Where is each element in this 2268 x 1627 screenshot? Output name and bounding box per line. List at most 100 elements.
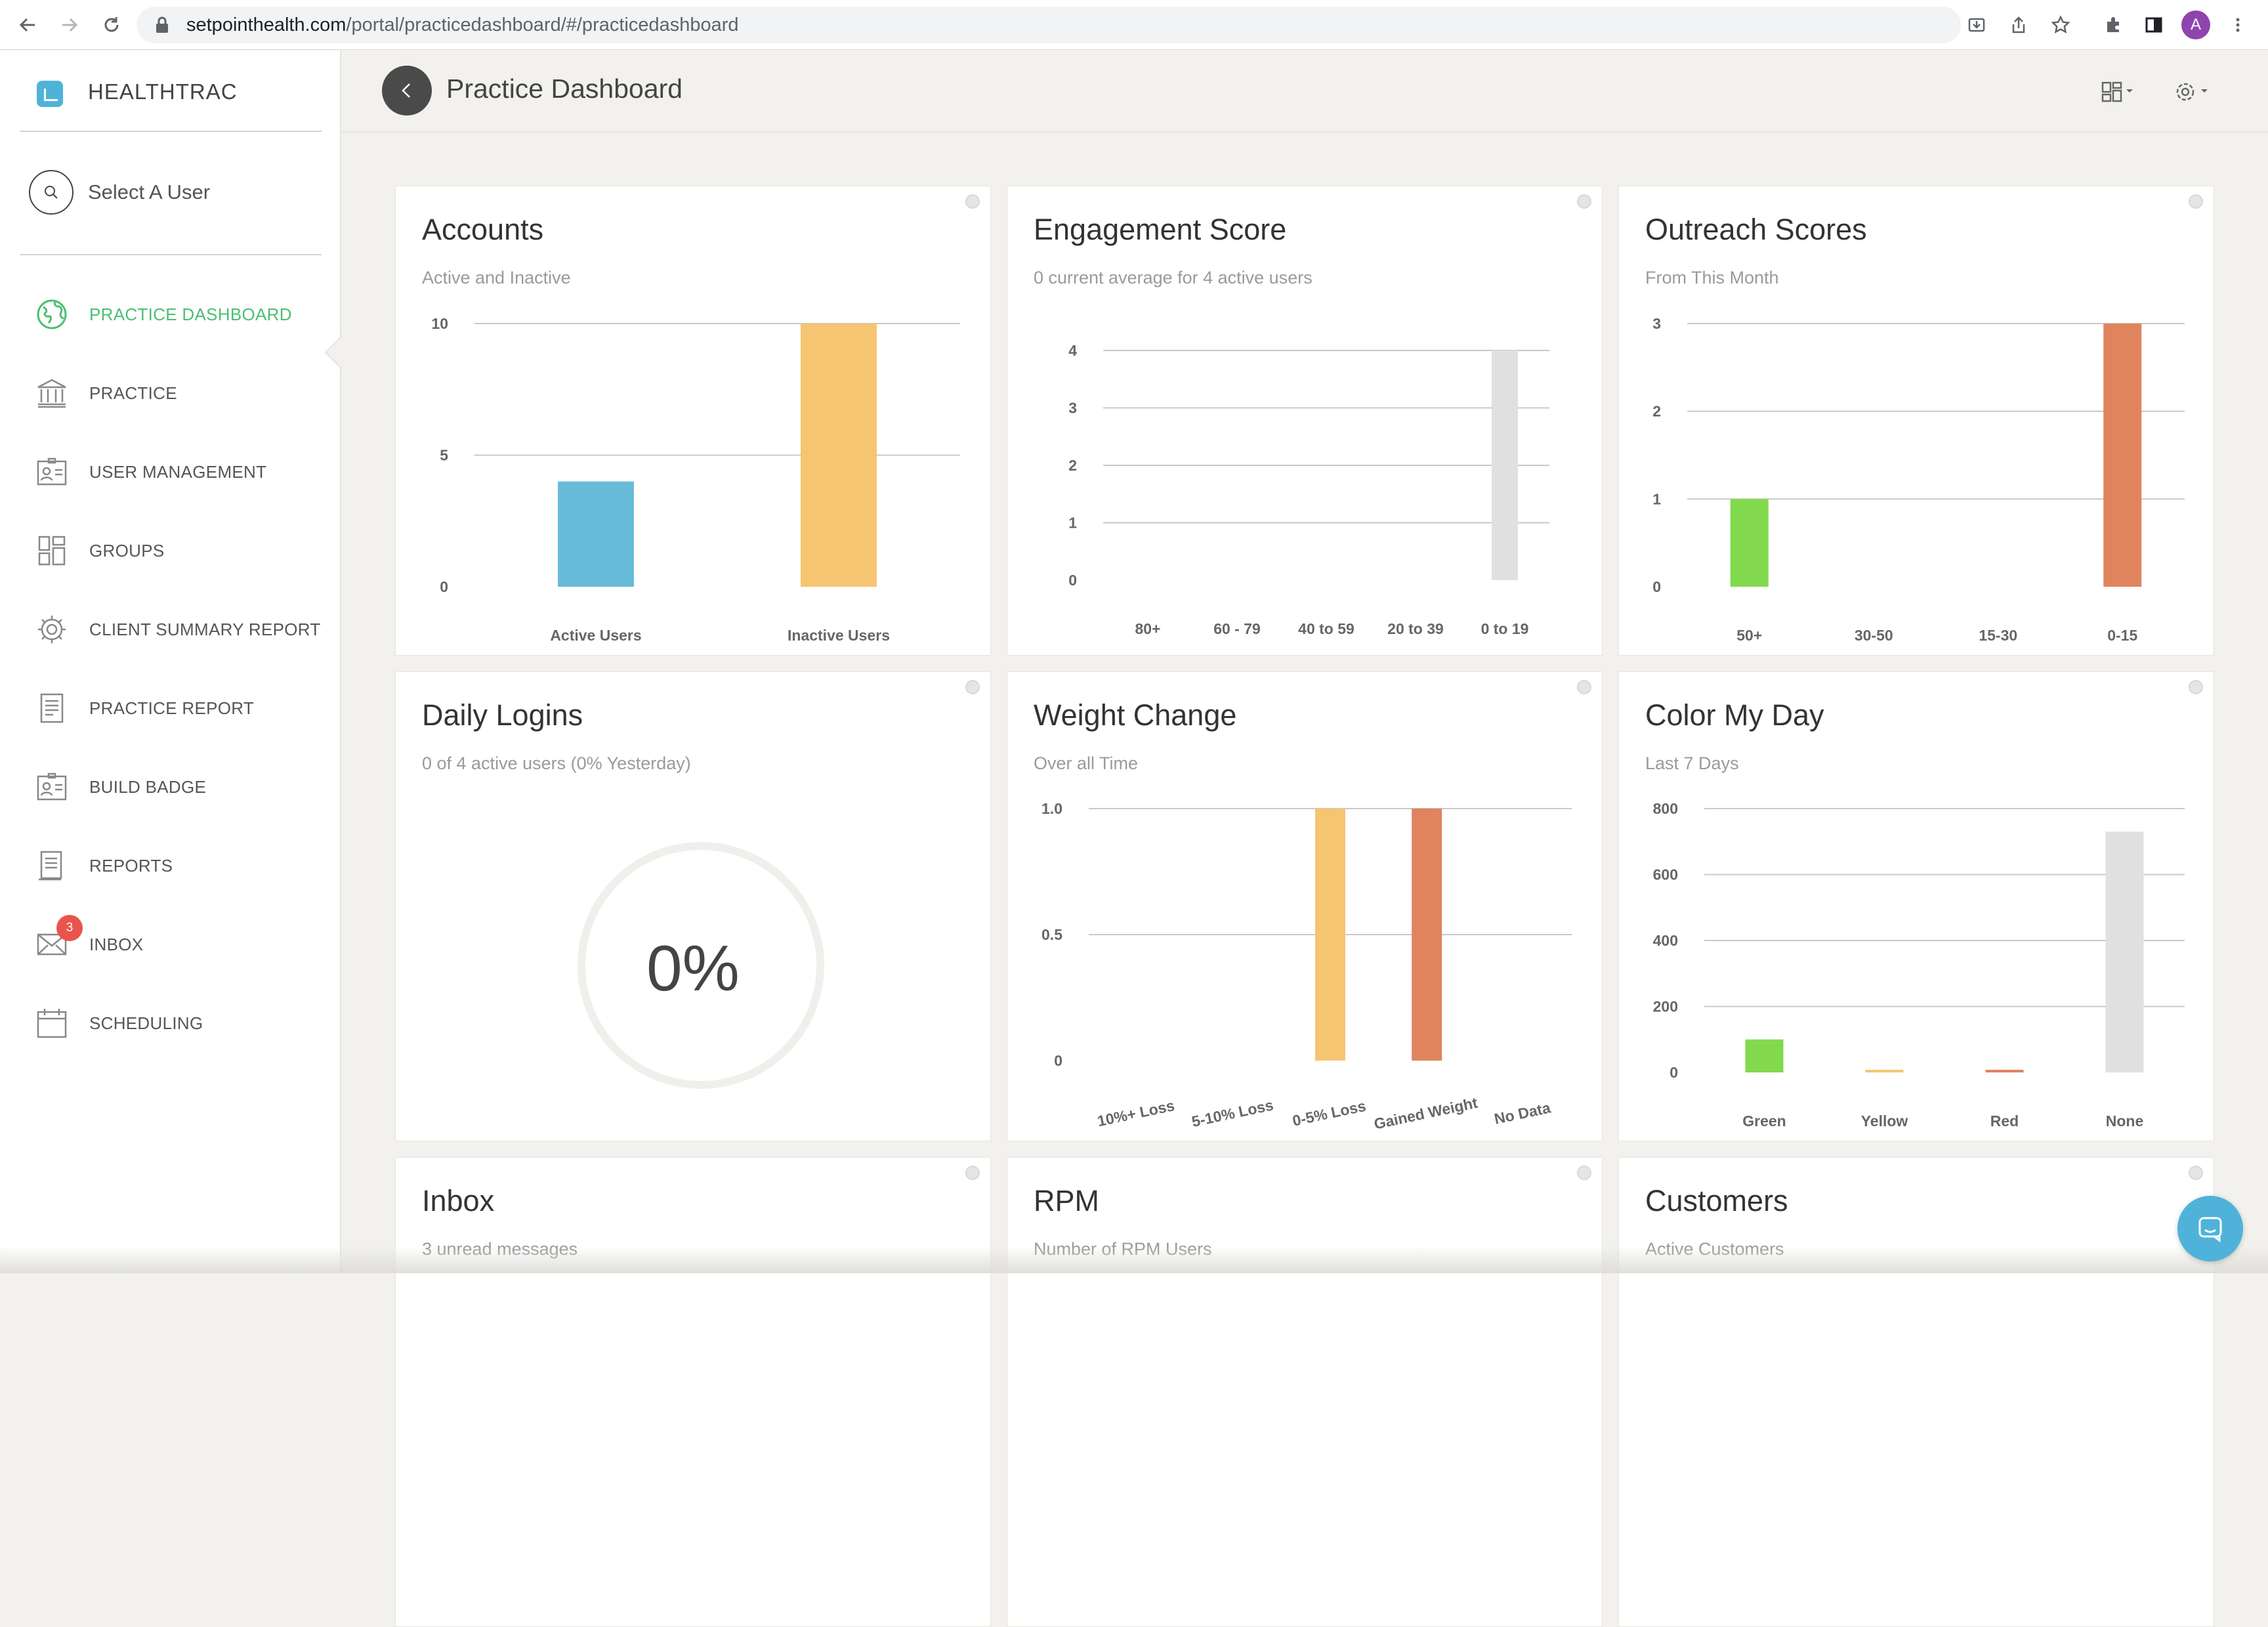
lock-icon[interactable] [155, 16, 169, 37]
sidepanel-icon[interactable] [2138, 9, 2170, 41]
sidebar-item-label: INBOX [89, 934, 144, 954]
settings-button[interactable] [2172, 76, 2214, 108]
card-subtitle: 0 current average for 4 active users [1034, 268, 1312, 287]
card-menu-dot[interactable] [2189, 194, 2203, 209]
x-category-label: 0-15 [2107, 627, 2137, 644]
address-bar[interactable]: setpointhealth.com/portal/practicedashbo… [136, 7, 1961, 43]
y-tick-label: 3 [1068, 400, 1077, 417]
sidebar-item-label: CLIENT SUMMARY REPORT [89, 619, 321, 639]
page-title: Practice Dashboard [446, 74, 683, 104]
sidebar-item-reports[interactable]: REPORTS [34, 846, 323, 885]
layout-button[interactable] [2100, 77, 2139, 106]
bar-green[interactable] [1745, 1039, 1784, 1072]
bar-50-[interactable] [1730, 499, 1769, 587]
y-tick-label: 1 [1652, 490, 1661, 507]
card-menu-dot[interactable] [965, 680, 980, 694]
sidebar: HEALTHTRAC Select A User PRACTICE DASHBO… [0, 51, 343, 1273]
y-tick-label: 10 [431, 315, 448, 332]
card-title: RPM [1034, 1184, 1099, 1217]
y-tick-label: 600 [1653, 866, 1678, 883]
active-pointer [324, 335, 343, 370]
brand-logo-icon [37, 81, 63, 107]
bar-0-15[interactable] [2103, 324, 2142, 587]
customers-card: Customers Active Customers [1618, 1157, 2214, 1627]
select-user-button[interactable]: Select A User [29, 167, 304, 217]
card-menu-dot[interactable] [1577, 194, 1591, 209]
browser-toolbar: setpointhealth.com/portal/practicedashbo… [0, 0, 2268, 50]
y-tick-label: 0 [1054, 1052, 1062, 1069]
y-tick-label: 0 [1670, 1064, 1678, 1081]
card-title: Weight Change [1034, 698, 1237, 732]
x-category-label: 50+ [1736, 627, 1762, 644]
bar-gained-weight[interactable] [1412, 809, 1442, 1061]
sidebar-item-client-summary-report[interactable]: CLIENT SUMMARY REPORT [34, 610, 323, 649]
back-button[interactable] [382, 66, 432, 116]
divider [20, 131, 322, 132]
bar-none[interactable] [2105, 832, 2144, 1072]
badge-icon [34, 769, 70, 805]
bar-inactive-users[interactable] [801, 324, 877, 587]
card-subtitle: Last 7 Days [1645, 753, 1739, 773]
bar-red[interactable] [1985, 1069, 2024, 1072]
sidebar-item-label: PRACTICE DASHBOARD [89, 304, 292, 324]
x-category-label: Red [1990, 1112, 2019, 1130]
x-category-label: 0-5% Loss [1291, 1097, 1368, 1130]
share-icon[interactable] [2003, 9, 2034, 41]
y-tick-label: 0.5 [1041, 926, 1062, 943]
card-subtitle: 3 unread messages [422, 1239, 578, 1259]
x-category-label: Gained Weight [1372, 1094, 1479, 1133]
star-icon[interactable] [2045, 9, 2076, 41]
y-tick-label: 800 [1653, 800, 1678, 817]
x-category-label: None [2106, 1112, 2144, 1130]
sidebar-item-practice-dashboard[interactable]: PRACTICE DASHBOARD [34, 295, 323, 334]
sidebar-item-label: SCHEDULING [89, 1013, 203, 1033]
install-icon[interactable] [1961, 9, 1992, 41]
bar-0-to-19[interactable] [1492, 350, 1518, 580]
bar-yellow[interactable] [1865, 1070, 1904, 1072]
calendar-icon [34, 1005, 70, 1041]
logins-donut [578, 842, 824, 1089]
back-icon[interactable] [12, 9, 43, 41]
card-title: Inbox [422, 1184, 495, 1217]
inbox-card: Inbox 3 unread messages [395, 1157, 991, 1627]
card-menu-dot[interactable] [1577, 1166, 1591, 1180]
card-menu-dot[interactable] [2189, 680, 2203, 694]
sidebar-item-label: BUILD BADGE [89, 776, 207, 797]
menu-icon[interactable] [2222, 9, 2254, 41]
sidebar-item-build-badge[interactable]: BUILD BADGE [34, 767, 323, 807]
bar-0-5-loss[interactable] [1315, 809, 1345, 1061]
sidebar-item-inbox[interactable]: 3 INBOX [34, 915, 323, 964]
reload-icon[interactable] [96, 9, 127, 41]
engagement-chart: 0 1 2 3 4 80+ 60 - 79 40 to 59 20 to 39 0 to 19 [1068, 342, 1549, 637]
card-subtitle: Active Customers [1645, 1239, 1784, 1259]
x-category-label: 10%+ Loss [1096, 1097, 1176, 1130]
outreach-scores-card: Outreach Scores From This Month 0 1 2 3 50+ 3… [1618, 186, 2214, 656]
url-path: /portal/practicedashboard/#/practicedash… [346, 14, 739, 35]
x-category-label: 5-10% Loss [1190, 1096, 1275, 1130]
color-my-day-card: Color My Day Last 7 Days 0 200 400 600 800 Gr… [1618, 671, 2214, 1141]
profile-avatar[interactable]: A [2181, 11, 2210, 39]
extensions-icon[interactable] [2097, 9, 2129, 41]
bar-active-users[interactable] [558, 481, 634, 587]
x-category-label: No Data [1493, 1099, 1553, 1128]
sidebar-item-scheduling[interactable]: SCHEDULING [34, 1004, 323, 1043]
card-menu-dot[interactable] [1577, 680, 1591, 694]
x-category-label: Yellow [1861, 1112, 1908, 1130]
x-category-label: Green [1742, 1112, 1786, 1130]
card-menu-dot[interactable] [2189, 1166, 2203, 1180]
bank-icon [34, 375, 70, 411]
x-category-label: 15-30 [1979, 627, 2017, 644]
x-category-label: 40 to 59 [1298, 620, 1354, 637]
sidebar-item-practice[interactable]: PRACTICE [34, 373, 323, 413]
sidebar-item-practice-report[interactable]: PRACTICE REPORT [34, 688, 323, 728]
sidebar-item-user-management[interactable]: USER MANAGEMENT [34, 452, 323, 492]
forward-icon[interactable] [54, 9, 85, 41]
y-tick-label: 5 [440, 447, 448, 464]
chat-button[interactable] [2177, 1196, 2243, 1261]
sidebar-item-groups[interactable]: GROUPS [34, 531, 323, 570]
sidebar-item-label: PRACTICE REPORT [89, 698, 255, 718]
card-menu-dot[interactable] [965, 194, 980, 209]
card-menu-dot[interactable] [965, 1166, 980, 1180]
sidebar-item-label: REPORTS [89, 855, 173, 876]
brand-name: HEALTHTRAC [88, 79, 238, 104]
